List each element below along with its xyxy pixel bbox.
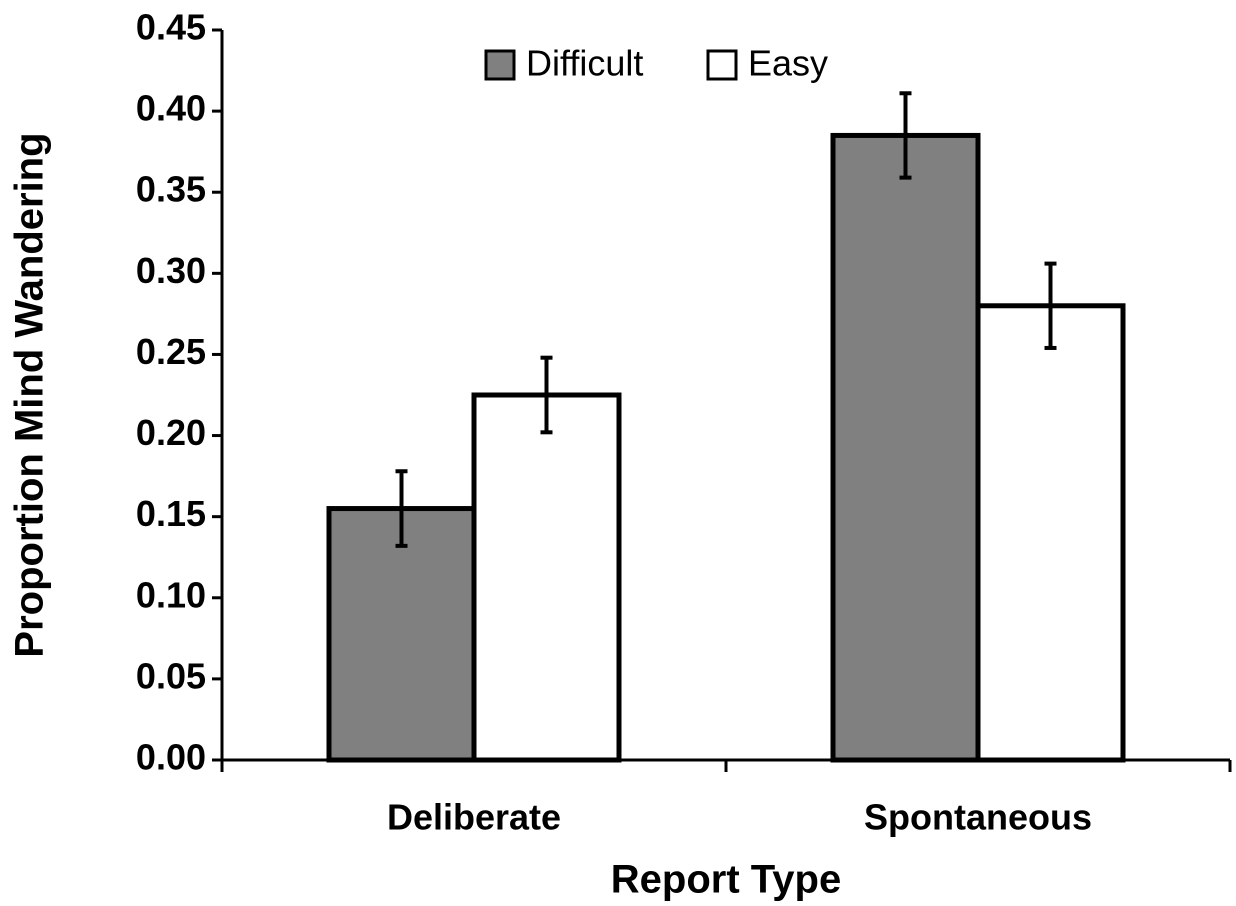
legend-swatch	[484, 49, 516, 81]
x-tick-label: Spontaneous	[864, 797, 1092, 838]
y-tick-label: 0.40	[136, 88, 206, 129]
y-tick-label: 0.15	[136, 493, 206, 534]
x-tick-label: Deliberate	[387, 797, 561, 838]
x-axis-title: Report Type	[611, 858, 841, 902]
y-tick-label: 0.10	[136, 574, 206, 615]
error-bar	[540, 355, 553, 435]
y-axis-title: Proportion Mind Wandering	[8, 132, 52, 657]
bar	[471, 392, 622, 763]
legend-label: Difficult	[526, 43, 643, 84]
y-tick-label: 0.20	[136, 412, 206, 453]
error-bar	[395, 469, 408, 548]
y-tick-label: 0.30	[136, 250, 206, 291]
bar	[326, 506, 477, 763]
error-bar	[899, 91, 912, 180]
y-tick-label: 0.45	[136, 7, 206, 48]
y-tick-label: 0.25	[136, 331, 206, 372]
error-bar	[1044, 261, 1057, 350]
y-tick-label: 0.35	[136, 169, 206, 210]
legend-label: Easy	[748, 43, 828, 84]
bar	[830, 132, 981, 763]
y-tick-label: 0.00	[136, 737, 206, 778]
y-tick-label: 0.05	[136, 655, 206, 696]
legend-swatch	[706, 49, 738, 81]
bar	[975, 303, 1126, 763]
